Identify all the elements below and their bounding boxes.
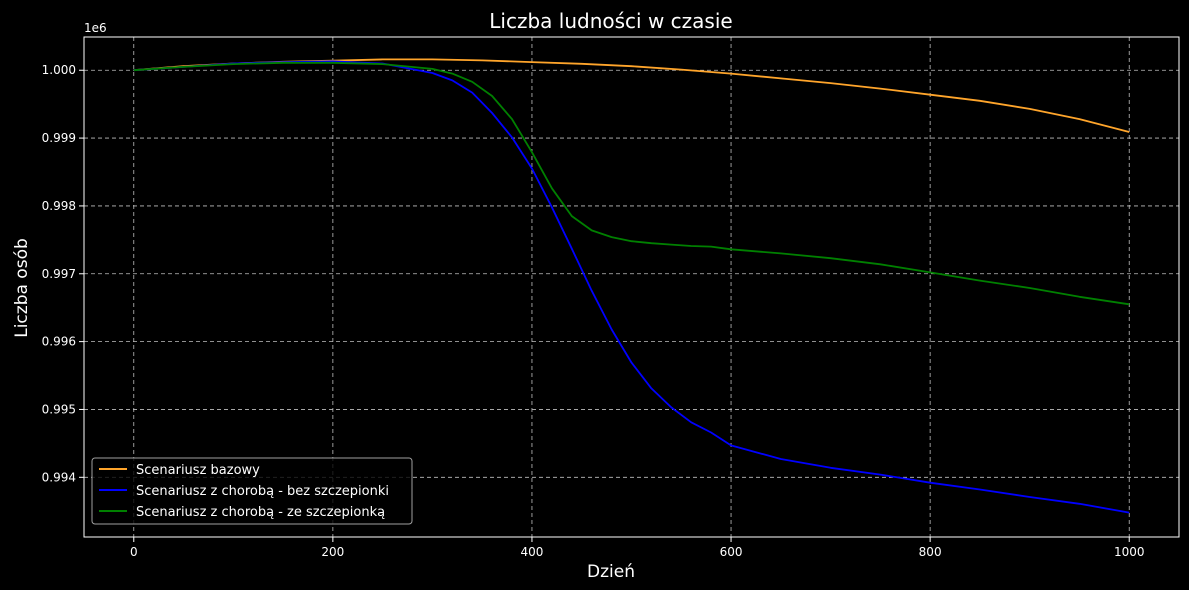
y-tick-label: 1.000 [42,63,76,77]
y-tick-label: 0.995 [42,402,76,416]
x-axis-label: Dzień [587,562,635,582]
x-tick-label: 0 [130,545,138,559]
series-lines [133,58,1130,514]
series-line-3 [133,61,1130,306]
legend: Scenariusz bazowy Scenariusz z chorobą - … [91,457,413,525]
y-tick-label: 0.998 [42,199,76,213]
chart-title: Liczba ludności w czasie [489,9,732,33]
axis-ticks: 0 200 400 600 800 1000 0.994 0.995 0.996 0.997 0.9… [42,63,1145,559]
x-tick-label: 200 [321,545,344,559]
plot-area [84,37,1179,537]
y-offset-label: 1e6 [84,21,107,35]
x-tick-label: 1000 [1114,545,1145,559]
x-tick-label: 800 [919,545,942,559]
legend-label: Scenariusz z chorobą - bez szczepionki [136,484,389,499]
legend-label: Scenariusz z chorobą - ze szczepionką [136,505,385,520]
y-axis-label: Liczba osób [12,238,32,338]
x-tick-label: 600 [720,545,743,559]
plot-frame [83,36,1180,538]
legend-box [91,457,413,525]
grid-lines [84,37,1179,537]
y-tick-label: 0.999 [42,131,76,145]
x-tick-label: 400 [521,545,544,559]
y-tick-label: 0.994 [42,470,76,484]
legend-label: Scenariusz bazowy [136,463,260,478]
y-tick-label: 0.997 [42,267,76,281]
y-tick-label: 0.996 [42,335,76,349]
